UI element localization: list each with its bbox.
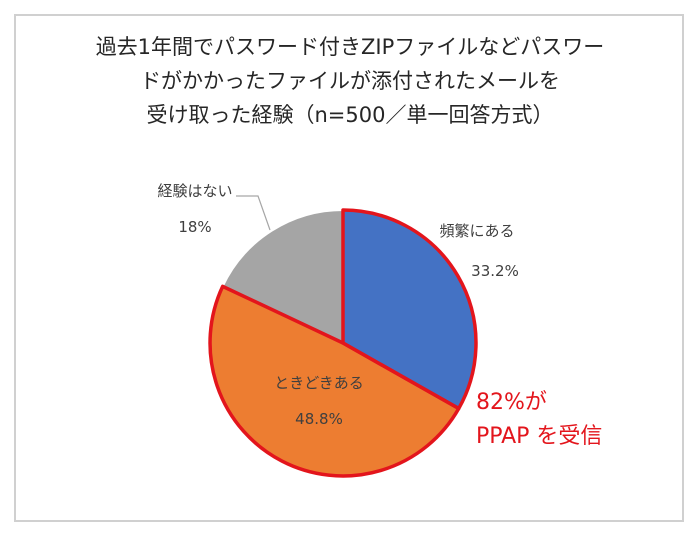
label-never-name: 経験はない	[157, 182, 232, 200]
label-frequent-name: 頻繁にある	[439, 222, 514, 240]
highlight-outline-sometimes	[208, 284, 461, 478]
label-sometimes-value: 48.8%	[295, 410, 343, 428]
title-line-2: ドがかかったファイルが添付されたメールを	[140, 69, 560, 93]
chart-title: 過去1年間でパスワード付きZIPファイルなどパスワー ドがかかったファイルが添付…	[0, 30, 700, 132]
title-line-1: 過去1年間でパスワード付きZIPファイルなどパスワー	[95, 35, 605, 59]
title-line-3: 受け取った経験（n=500／単一回答方式）	[146, 103, 554, 127]
callout-line-1: 82%が	[476, 390, 547, 415]
ppap-callout: 82%が PPAP を受信	[476, 386, 602, 454]
leader-line-never	[236, 195, 271, 231]
label-frequent-value: 33.2%	[471, 262, 519, 280]
slice-never	[221, 208, 344, 345]
callout-line-2: PPAP を受信	[476, 424, 603, 449]
label-never-value: 18%	[178, 218, 211, 236]
highlight-outline-frequent	[341, 208, 478, 411]
label-sometimes-name: ときどきある	[274, 374, 364, 392]
